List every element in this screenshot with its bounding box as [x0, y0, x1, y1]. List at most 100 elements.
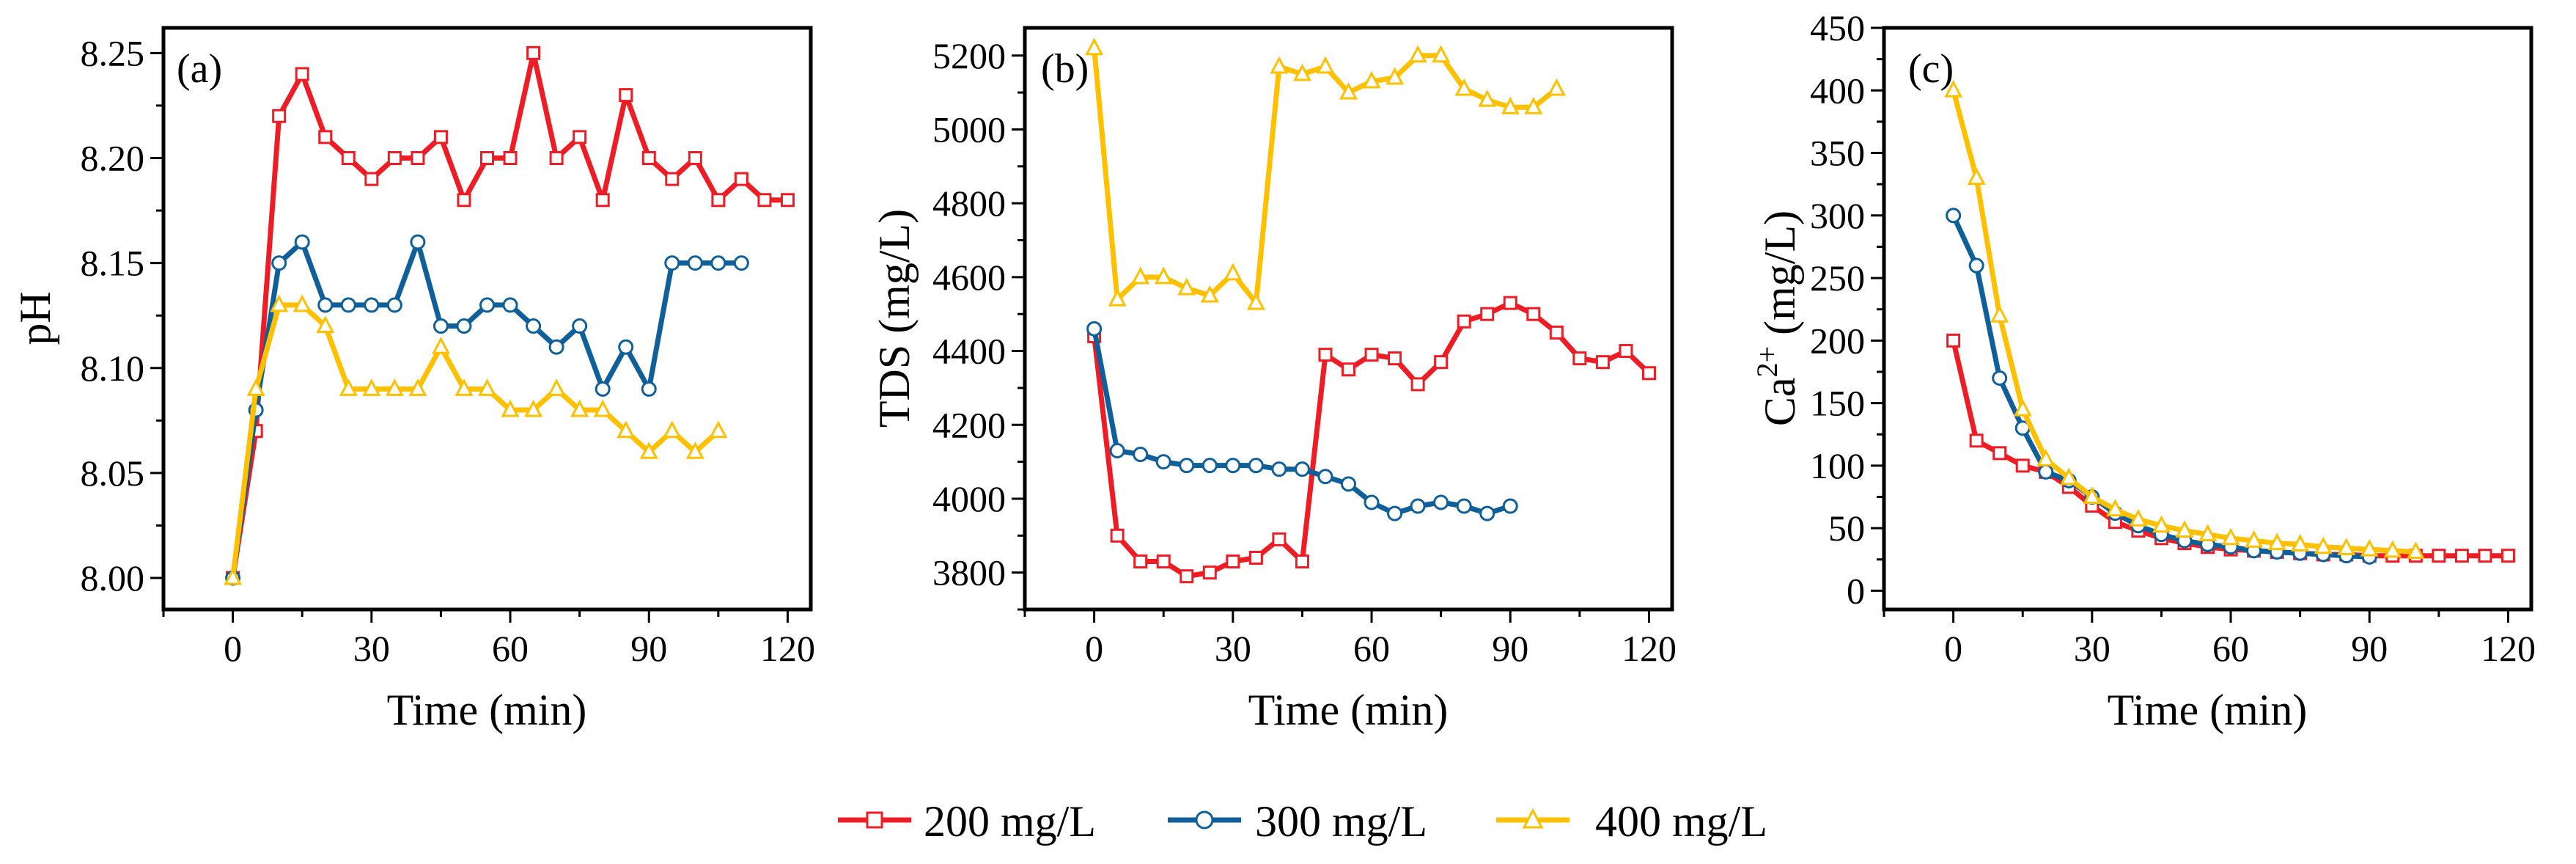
data-point-triangle [2337, 538, 2356, 555]
series-line-400 [230, 302, 721, 579]
legend-label-400: 400 mg/L [1595, 797, 1767, 846]
data-point-triangle [1547, 78, 1566, 96]
data-point-square [1318, 348, 1333, 362]
y-tick-label: 8.25 [81, 32, 145, 73]
data-point-circle [386, 297, 402, 313]
data-point-triangle [362, 378, 381, 396]
data-point-square [411, 150, 425, 165]
series-layer [1944, 80, 2515, 565]
data-point-triangle [593, 399, 612, 417]
data-point-circle [548, 339, 564, 355]
series-line-400 [1951, 89, 2416, 555]
data-point-square [1248, 551, 1263, 565]
data-point-circle [1155, 454, 1171, 470]
data-point-triangle [1085, 37, 1104, 56]
data-point-circle [526, 318, 542, 334]
data-point-square [1133, 554, 1148, 569]
data-point-triangle [570, 399, 589, 417]
data-point-circle [1992, 370, 2008, 387]
y-tick-label: 400 [1810, 70, 1865, 111]
legend-label-200: 200 mg/L [924, 797, 1096, 846]
data-point-square [1272, 532, 1287, 546]
data-point-square [272, 109, 287, 123]
x-tick-label: 120 [2481, 628, 2536, 669]
data-point-square [1295, 554, 1309, 569]
data-point-triangle [2267, 532, 2286, 551]
x-tick-label: 30 [1215, 628, 1251, 669]
data-point-triangle [2152, 515, 2171, 533]
data-point-square [1572, 351, 1587, 366]
panel-c-calcium: 0 30 60 90 120 0 50 100 150 200 250 300 350 400 450 (c… [1751, 7, 2536, 734]
data-point-square [2432, 549, 2446, 563]
data-point-circle [1479, 505, 1495, 521]
data-point-square [480, 150, 494, 165]
data-point-triangle [431, 336, 450, 354]
y-tick-label: 4400 [932, 331, 1006, 372]
data-point-circle [317, 297, 334, 313]
data-point-square [1946, 333, 1961, 348]
data-point-triangle [2291, 534, 2310, 552]
data-point-triangle [1108, 288, 1127, 307]
data-point-circle [1946, 208, 1962, 224]
data-point-triangle [2105, 499, 2124, 517]
data-point-square [1364, 348, 1379, 362]
data-point-square [433, 130, 448, 144]
series-line-400 [1092, 48, 1559, 306]
data-point-square [1641, 366, 1656, 381]
x-tick-label: 0 [1944, 628, 1962, 669]
legend-item-200: 200 mg/L [838, 797, 1096, 846]
data-point-square [734, 172, 748, 186]
data-point-square [573, 130, 587, 144]
data-point-triangle [1501, 97, 1520, 114]
data-point-triangle [385, 378, 404, 396]
data-point-triangle [1339, 81, 1358, 100]
data-point-square [457, 193, 471, 208]
x-axis-label: Time (min) [2108, 686, 2308, 734]
y-tick-label: 250 [1810, 257, 1865, 299]
x-axis-label: Time (min) [387, 686, 587, 734]
data-point-triangle [246, 378, 265, 396]
data-point-square [688, 150, 702, 165]
data-point-triangle [1131, 266, 1150, 285]
data-point-circle [1133, 447, 1149, 463]
data-point-triangle [1385, 67, 1405, 85]
data-point-circle [2038, 464, 2054, 480]
data-point-square [1457, 314, 1471, 329]
y-tick-label: 8.00 [81, 557, 145, 598]
data-point-square [1410, 377, 1425, 392]
series-line-300 [230, 239, 742, 579]
data-point-triangle [2198, 524, 2217, 542]
data-point-triangle [1478, 89, 1497, 107]
data-point-circle [1294, 461, 1310, 477]
data-point-circle [710, 255, 726, 271]
data-point-square [526, 45, 541, 60]
data-point-triangle [1246, 292, 1265, 310]
data-point-square [1992, 446, 2007, 461]
legend-item-400: 400 mg/L [1496, 797, 1767, 846]
data-point-triangle [1408, 45, 1427, 63]
data-point-circle [1225, 458, 1241, 474]
data-point-triangle [408, 378, 427, 396]
data-point-square [2454, 549, 2469, 563]
legend-square-marker [866, 811, 883, 829]
data-point-circle [479, 297, 495, 313]
data-point-square [1180, 569, 1194, 584]
data-point-circle [1086, 321, 1103, 337]
tick-layer: 0 30 60 90 120 8.00 8.05 8.10 8.15 8.20 8.25 [81, 32, 815, 669]
data-point-square [1202, 565, 1217, 580]
data-point-square [711, 193, 726, 208]
y-tick-label: 8.05 [81, 453, 145, 494]
data-point-circle [340, 297, 356, 313]
data-point-triangle [339, 378, 358, 396]
x-tick-label: 90 [1492, 628, 1528, 669]
data-point-square [1619, 344, 1633, 359]
legend-circle-marker [1195, 810, 1214, 830]
legend-label-300: 300 mg/L [1255, 797, 1427, 846]
x-tick-label: 60 [1353, 628, 1390, 669]
x-tick-label: 30 [2074, 628, 2111, 669]
data-point-triangle [1454, 78, 1473, 96]
y-tick-label: 350 [1810, 133, 1865, 174]
y-tick-label: 4200 [932, 404, 1006, 445]
y-axis-label-superscript: 2+ [1751, 346, 1784, 378]
data-point-square [1110, 528, 1125, 543]
